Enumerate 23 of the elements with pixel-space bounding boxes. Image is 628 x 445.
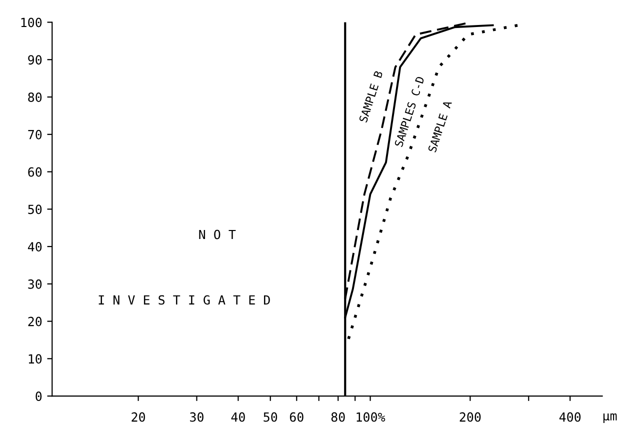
x-tick-label: 30	[190, 412, 204, 422]
x-tick-label: 50	[264, 412, 278, 422]
x-tick-label: 60	[290, 412, 304, 422]
y-tick-label: 80	[28, 92, 42, 102]
y-tick-label: 40	[28, 242, 42, 252]
x-tick-label: 400	[559, 412, 581, 422]
annotation: N O T	[199, 230, 236, 240]
y-tick-label: 60	[28, 167, 42, 177]
y-tick-label: 70	[28, 130, 42, 140]
annotation: I N V E S T I G A T E D	[98, 295, 270, 305]
y-tick-label: 90	[28, 55, 42, 65]
x-tick-label: 20	[132, 412, 146, 422]
y-tick-label: 10	[28, 354, 42, 364]
x-tick-label: 200	[460, 412, 481, 422]
y-tick-label: 50	[28, 204, 42, 214]
y-tick-label: 30	[28, 279, 42, 289]
y-tick-label: 100	[21, 18, 42, 28]
y-tick-label: 20	[28, 316, 42, 326]
y-tick-label: 0	[36, 392, 42, 402]
x-axis-title: µm	[603, 413, 617, 423]
x-tick-label: 40	[231, 412, 245, 422]
x-tick-label: 100%	[356, 412, 386, 422]
x-tick-label: 80	[331, 412, 345, 422]
